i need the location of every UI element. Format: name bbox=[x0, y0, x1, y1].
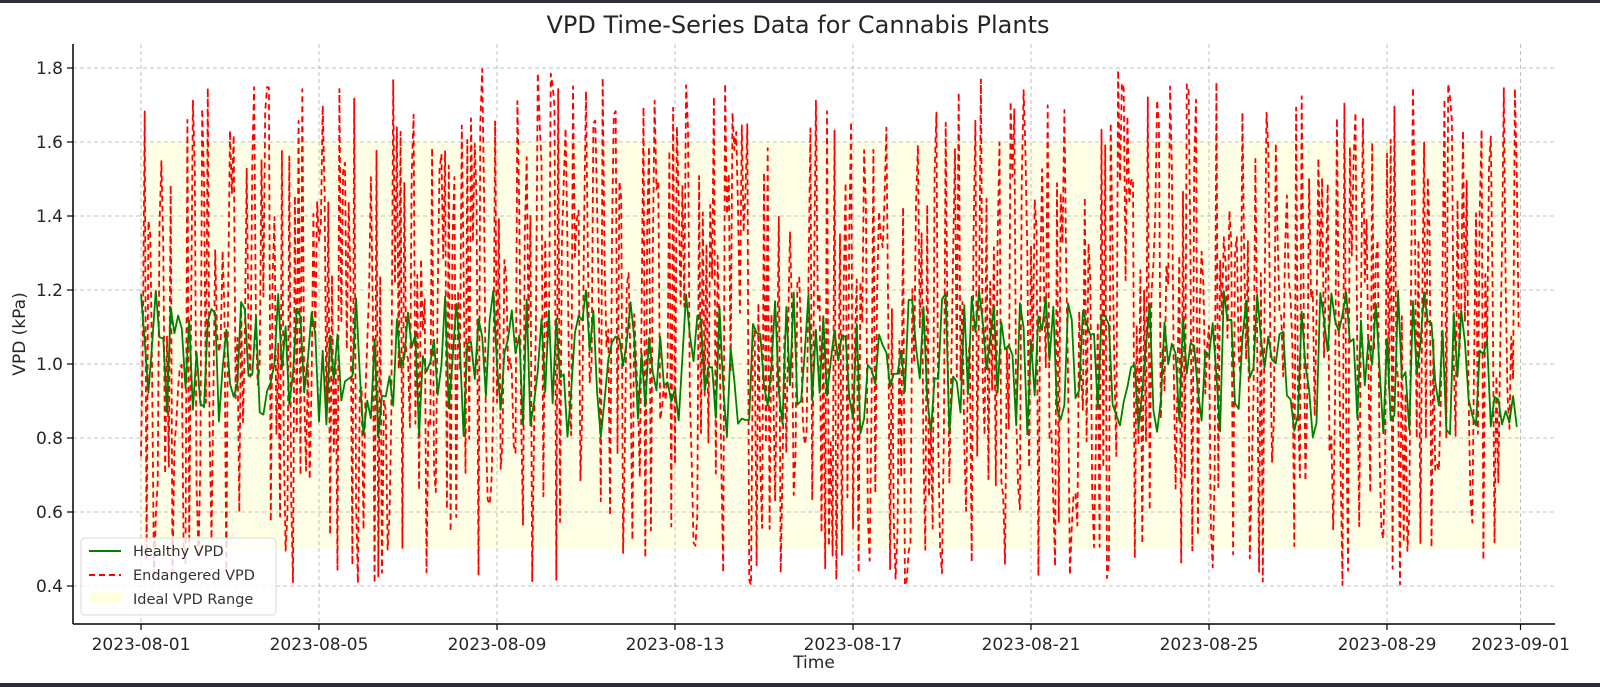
window-bottom-border bbox=[0, 683, 1600, 687]
y-tick-label: 1.4 bbox=[36, 207, 63, 227]
y-tick-label: 0.4 bbox=[36, 577, 63, 597]
y-tick-label: 1.2 bbox=[36, 281, 63, 301]
x-tick-label: 2023-08-13 bbox=[626, 635, 725, 655]
legend: Healthy VPD Endangered VPD Ideal VPD Ran… bbox=[80, 537, 277, 616]
legend-ideal-label: Ideal VPD Range bbox=[133, 592, 253, 608]
window-top-border bbox=[0, 0, 1600, 3]
healthy-vpd-series bbox=[140, 289, 1518, 439]
y-tick-label: 1.0 bbox=[36, 355, 63, 375]
legend-healthy-label: Healthy VPD bbox=[133, 544, 224, 560]
x-tick-label: 2023-08-25 bbox=[1160, 635, 1259, 655]
y-axis-label: VPD (kPa) bbox=[10, 292, 30, 375]
x-tick-label: 2023-08-21 bbox=[982, 635, 1081, 655]
legend-box bbox=[80, 537, 277, 616]
y-tick-label: 0.6 bbox=[36, 503, 63, 523]
y-tick-label: 1.6 bbox=[36, 133, 63, 153]
x-axis-label: Time bbox=[792, 653, 835, 673]
x-tick-label: 2023-08-05 bbox=[270, 635, 369, 655]
healthy-vpd-line bbox=[140, 289, 1518, 439]
y-tick-label: 0.8 bbox=[36, 429, 63, 449]
endangered-vpd-series bbox=[140, 68, 1520, 587]
y-axis-ticks: 0.4 0.6 0.8 1.0 1.2 1.4 1.6 1.8 bbox=[36, 59, 73, 597]
endangered-vpd-line bbox=[140, 68, 1520, 587]
chart-title: VPD Time-Series Data for Cannabis Plants bbox=[547, 11, 1050, 39]
x-tick-label: 2023-09-01 bbox=[1471, 635, 1570, 655]
legend-ideal-swatch bbox=[89, 592, 121, 604]
legend-endangered-label: Endangered VPD bbox=[133, 568, 255, 584]
x-axis-ticks: 2023-08-01 2023-08-05 2023-08-09 2023-08-13… bbox=[92, 624, 1570, 655]
x-tick-label: 2023-08-17 bbox=[804, 635, 903, 655]
axes bbox=[72, 44, 1555, 625]
x-tick-label: 2023-08-01 bbox=[92, 635, 191, 655]
y-tick-label: 1.8 bbox=[36, 59, 63, 79]
x-tick-label: 2023-08-29 bbox=[1338, 635, 1437, 655]
x-tick-label: 2023-08-09 bbox=[448, 635, 547, 655]
